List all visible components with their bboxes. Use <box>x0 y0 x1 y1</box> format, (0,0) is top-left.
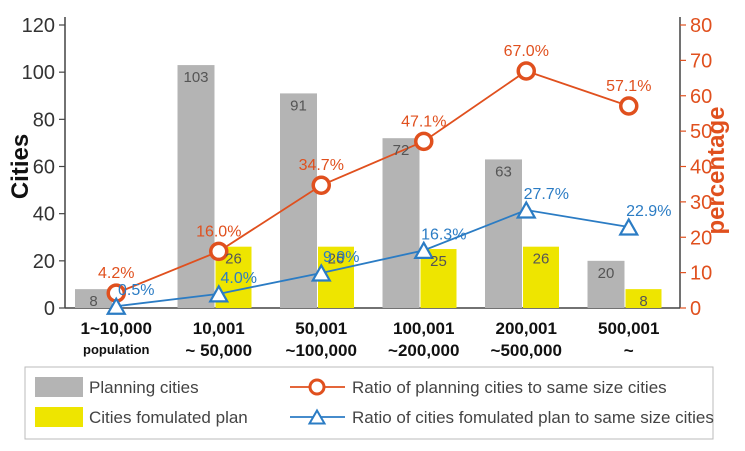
legend-planning-ratio-marker <box>308 378 326 396</box>
x-category-sublabel: ~100,000 <box>286 341 357 360</box>
formulated-plan-bar-label: 8 <box>639 293 647 310</box>
legend-box <box>24 366 714 440</box>
right-tick-label: 0 <box>690 298 701 320</box>
left-tick-label: 100 <box>22 62 55 84</box>
right-axis-title: percentage <box>703 106 730 234</box>
planning-ratio-label: 57.1% <box>606 78 651 95</box>
left-tick-label: 60 <box>33 157 55 179</box>
x-category-sublabel: ~ <box>624 341 634 360</box>
formulated-ratio-point <box>105 296 127 315</box>
left-axis-title: Cities <box>7 134 34 199</box>
legend-formulated-swatch <box>35 407 83 427</box>
x-category-sublabel: ~ 50,000 <box>185 341 252 360</box>
formulated-ratio-label: 9.9% <box>323 249 359 266</box>
formulated-ratio-point <box>618 217 640 236</box>
x-category-sublabel: ~500,000 <box>491 341 562 360</box>
formulated-ratio-label: 4.0% <box>221 270 257 287</box>
formulated-ratio-point <box>515 200 537 219</box>
planning-ratio-point <box>619 96 639 116</box>
legend-planning-ratio-label: Ratio of planning cities to same size ci… <box>352 378 667 397</box>
planning-cities-bar-label: 63 <box>495 163 512 180</box>
formulated-ratio-point <box>208 284 230 303</box>
right-tick-label: 60 <box>690 86 712 108</box>
planning-cities-bar <box>587 260 625 308</box>
planning-cities-bar-label: 91 <box>290 97 307 114</box>
formulated-plan-bar <box>523 246 559 308</box>
left-tick-label: 40 <box>33 204 55 226</box>
right-tick-label: 20 <box>690 227 712 249</box>
x-category-sublabel: ~200,000 <box>388 341 459 360</box>
formulated-ratio-point <box>413 240 435 259</box>
formulated-plan-bar <box>625 289 662 308</box>
planning-ratio-point <box>311 175 331 195</box>
formulated-ratio-label: 0.5% <box>118 282 154 299</box>
planning-cities-bar-label: 103 <box>183 69 208 86</box>
formulated-plan-bar-label: 26 <box>533 251 550 268</box>
planning-ratio-point <box>414 131 434 152</box>
x-category-sublabel: population <box>83 342 149 357</box>
formulated-plan-bar-label: 26 <box>225 251 242 268</box>
planning-ratio-point <box>516 61 536 81</box>
planning-cities-bar <box>382 138 420 308</box>
formulated-plan-bar-label: 26 <box>328 251 345 268</box>
legend-planning-swatch <box>35 377 83 397</box>
x-category-label: 200,001 <box>496 319 557 338</box>
right-tick-label: 70 <box>690 50 712 72</box>
legend-planning-label: Planning cities <box>89 378 199 397</box>
planning-ratio-point <box>209 241 229 262</box>
planning-cities-bar-label: 20 <box>598 265 615 282</box>
right-tick-label: 30 <box>690 192 712 214</box>
x-category-label: 500,001 <box>598 319 659 338</box>
legend-formulated-ratio-marker <box>307 408 327 425</box>
x-category-label: 50,001 <box>295 319 347 338</box>
x-category-label: 10,001 <box>193 319 245 338</box>
left-tick-label: 20 <box>33 251 55 273</box>
planning-ratio-line <box>115 69 630 294</box>
planning-ratio-label: 67.0% <box>504 43 549 60</box>
planning-ratio-label: 4.2% <box>98 265 134 282</box>
right-tick-label: 50 <box>690 121 712 143</box>
planning-cities-bar-label: 72 <box>393 142 410 159</box>
planning-ratio-label: 16.0% <box>196 223 241 240</box>
formulated-ratio-label: 27.7% <box>524 186 569 203</box>
legend-formulated-ratio-label: Ratio of cities fomulated plan to same s… <box>352 408 714 427</box>
planning-cities-bar-label: 8 <box>89 293 97 310</box>
right-tick-label: 10 <box>690 263 712 285</box>
right-tick-label: 40 <box>690 157 712 179</box>
planning-ratio-label: 34.7% <box>299 157 344 174</box>
left-tick-label: 120 <box>22 15 55 37</box>
left-tick-label: 80 <box>33 109 55 131</box>
planning-cities-bar <box>75 289 112 308</box>
left-tick-label: 0 <box>44 298 55 320</box>
formulated-ratio-point <box>310 263 332 282</box>
formulated-ratio-line <box>116 209 629 308</box>
planning-ratio-label: 47.1% <box>401 113 446 130</box>
planning-cities-bar <box>177 65 215 308</box>
formulated-ratio-label: 22.9% <box>626 203 671 220</box>
formulated-plan-bar-label: 25 <box>430 253 447 270</box>
legend-formulated-label: Cities fomulated plan <box>89 408 248 427</box>
planning-cities-bar <box>485 159 522 308</box>
formulated-ratio-label: 16.3% <box>421 226 466 243</box>
x-category-label: 100,001 <box>393 319 454 338</box>
right-tick-label: 80 <box>690 15 712 37</box>
x-category-label: 1~10,000 <box>81 319 152 338</box>
